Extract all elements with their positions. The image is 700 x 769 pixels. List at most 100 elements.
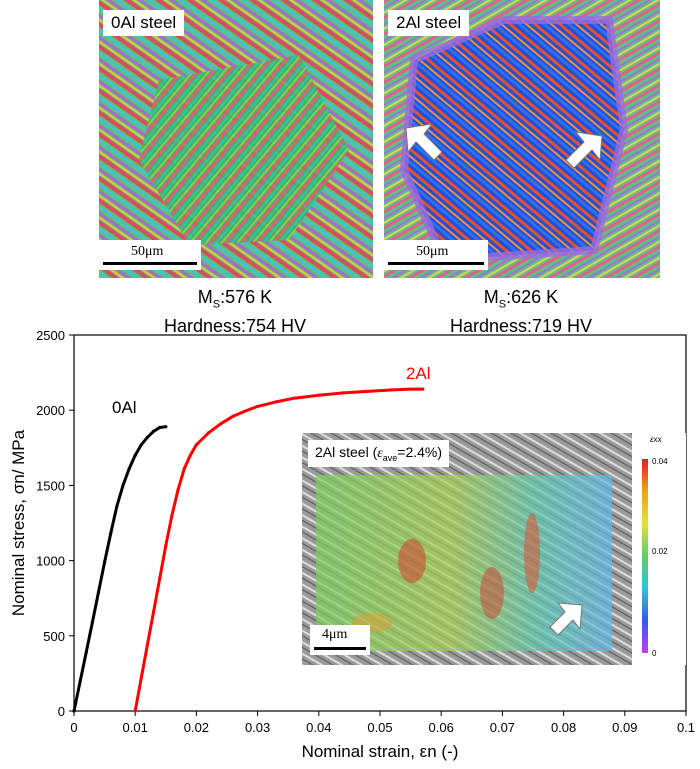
x-tick-label: 0.05	[367, 720, 392, 735]
x-tick-label: 0.03	[245, 720, 270, 735]
x-tick-label: 0.08	[551, 720, 576, 735]
data-point-2al	[409, 387, 413, 391]
x-tick-label: 0.09	[612, 720, 637, 735]
x-tick-label: 0.01	[123, 720, 148, 735]
scalebar-2al-line	[388, 262, 484, 265]
data-point-0al	[139, 443, 143, 447]
data-point-0al	[109, 531, 113, 536]
data-point-0al	[133, 453, 137, 457]
data-point-2al	[182, 467, 186, 471]
data-point-0al	[127, 467, 131, 471]
x-ticks: 0 0.01 0.02 0.03 0.04 0.05 0.06 0.07 0.08 0.09 0.1	[70, 711, 695, 735]
y-tick-label: 2500	[36, 328, 65, 343]
data-point-0al	[96, 590, 101, 594]
y-tick-label: 500	[43, 629, 65, 644]
colorbar-tick-bottom: 0	[652, 649, 657, 658]
series-group	[72, 387, 425, 713]
colorbar-tick-mid: 0.02	[652, 547, 668, 556]
micrograph-2al: 2Al steel 50μm	[384, 0, 660, 278]
scalebar-0al: 50μm	[99, 240, 201, 270]
data-point-2al	[219, 422, 223, 426]
data-point-0al	[72, 709, 76, 713]
y-tick-label: 1500	[36, 478, 65, 493]
series-label-0al: 0Al	[112, 398, 137, 417]
data-point-2al	[341, 391, 345, 395]
data-point-2al	[170, 513, 174, 518]
data-point-0al	[151, 429, 156, 433]
hardness-2al: Hardness:719 HV	[449, 315, 593, 336]
data-point-0al	[158, 425, 162, 430]
caption-0al: MS:576 K Hardness:754 HV	[85, 287, 385, 337]
data-point-2al	[151, 610, 156, 614]
data-point-2al	[317, 393, 321, 397]
data-point-0al	[84, 650, 88, 654]
data-point-0al	[145, 435, 150, 439]
x-tick-label: 0.04	[306, 720, 331, 735]
scalebar-0al-line	[103, 262, 197, 265]
x-tick-label: 0.1	[677, 720, 695, 735]
series-line-0al	[72, 425, 166, 712]
inset-scalebar-text: 4μm	[322, 627, 348, 642]
data-point-2al	[188, 453, 192, 457]
x-tick-label: 0.06	[429, 720, 454, 735]
scalebar-0al-text: 50μm	[131, 244, 164, 259]
data-point-0al	[121, 483, 125, 487]
data-point-2al	[176, 488, 180, 492]
x-tick-label: 0.02	[184, 720, 209, 735]
y-tick-label: 2000	[36, 403, 65, 418]
inset-strain-map-image	[302, 433, 632, 665]
y-tick-label: 0	[58, 704, 65, 719]
data-point-2al	[292, 396, 296, 400]
y-tick-label: 1000	[36, 554, 65, 569]
colorbar-tick-top: 0.04	[652, 457, 668, 466]
x-tick-label: 0	[70, 720, 77, 735]
hardness-0al: Hardness:754 HV	[163, 315, 307, 336]
x-axis-label: Nominal strain, εn (-)	[302, 742, 459, 761]
arrow-icon-left	[405, 123, 443, 161]
data-point-2al	[231, 414, 235, 418]
data-point-2al	[133, 709, 137, 713]
data-point-2al	[207, 431, 211, 435]
data-point-2al	[139, 676, 143, 680]
caption-2al: MS:626 K Hardness:719 HV	[371, 287, 671, 337]
arrow-icon-inset	[549, 602, 583, 636]
data-point-0al	[90, 620, 94, 624]
data-point-2al	[243, 409, 247, 413]
series-line-2al	[133, 387, 423, 712]
data-point-2al	[421, 387, 425, 391]
data-point-0al	[164, 425, 168, 429]
panel-label-2al: 2Al steel	[388, 10, 470, 36]
inset-strain-map: 2Al steel (εave=2.4%) 4μm	[302, 433, 632, 665]
x-tick-label: 0.07	[490, 720, 515, 735]
inset-label: 2Al steel (εave=2.4%)	[308, 440, 450, 467]
scalebar-2al: 50μm	[384, 240, 488, 270]
micrograph-0al: 0Al steel 50μm	[99, 0, 373, 278]
data-point-2al	[158, 577, 162, 581]
y-ticks: 0 500 1000 1500 2000 2500	[36, 328, 74, 719]
data-point-2al	[390, 388, 394, 392]
data-point-2al	[256, 404, 260, 409]
arrow-icon-right	[565, 131, 603, 169]
micrograph-2al-image	[384, 0, 660, 278]
data-point-2al	[194, 443, 198, 447]
y-axis-label: Nominal stress, σn/ MPa	[9, 429, 28, 616]
data-point-0al	[103, 560, 107, 564]
series-label-2al: 2Al	[406, 364, 431, 383]
micrograph-0al-image	[99, 0, 373, 278]
inset-scalebar-line	[314, 647, 366, 650]
panel-label-0al: 0Al steel	[103, 10, 185, 36]
inset-scalebar: 4μm	[310, 625, 370, 655]
colorbar-title: εxx	[650, 435, 662, 444]
ms-0al: MS:576 K	[197, 287, 273, 311]
colorbar: εxx 0.04 0.02 0	[638, 433, 686, 665]
data-point-0al	[115, 504, 119, 509]
ms-2al: MS:626 K	[483, 287, 559, 311]
data-point-2al	[366, 389, 370, 393]
data-point-2al	[164, 543, 168, 548]
data-point-2al	[145, 643, 150, 647]
colorbar-gradient	[642, 459, 648, 653]
data-point-0al	[78, 680, 82, 684]
scalebar-2al-text: 50μm	[416, 244, 449, 259]
data-point-2al	[274, 400, 278, 404]
